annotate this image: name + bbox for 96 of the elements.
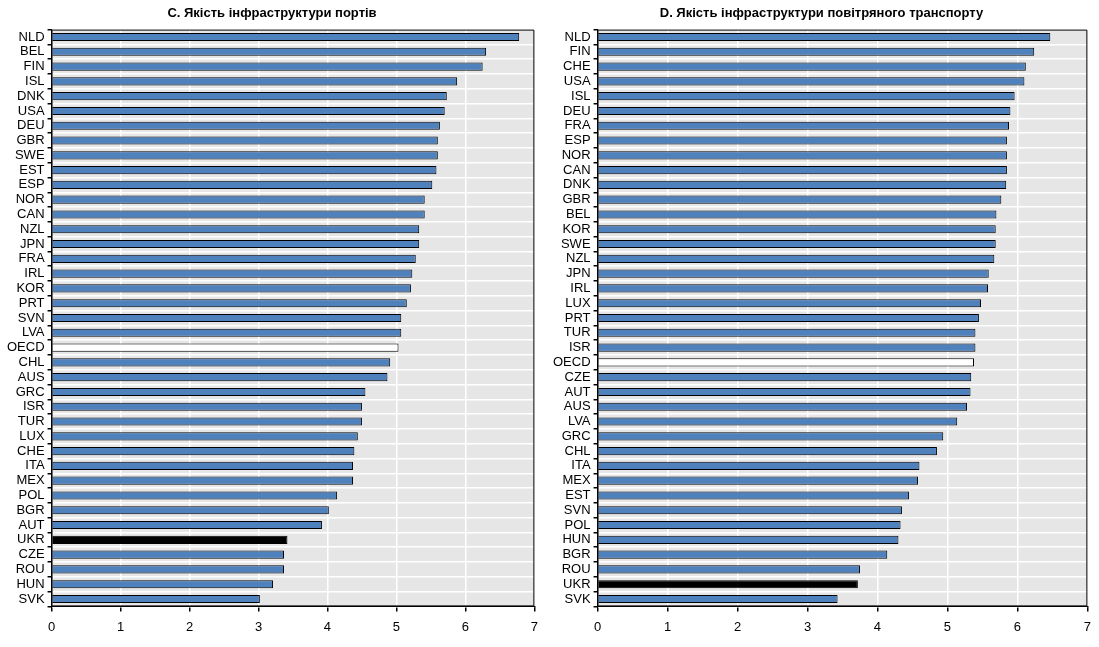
x-tick-label: 3 — [254, 618, 263, 634]
y-tick-label: ITA — [25, 457, 45, 473]
y-tick-label: HUN — [16, 575, 45, 591]
y-tick-label: CAN — [17, 206, 45, 222]
y-tick-label: JPN — [566, 265, 591, 281]
y-tick-label: LVA — [21, 324, 45, 340]
x-tick-label: 7 — [1083, 618, 1091, 634]
y-tick-label: NLD — [564, 28, 591, 44]
y-tick-label: LUX — [565, 294, 591, 310]
x-tick-label: 3 — [803, 618, 812, 634]
y-tick-label: NOR — [561, 146, 591, 162]
y-tick-label: ESP — [564, 132, 591, 148]
x-tick-label: 7 — [530, 618, 538, 634]
chart-title: C. Якість інфраструктури портів — [167, 5, 377, 21]
y-tick-label: SWE — [14, 146, 45, 162]
x-tick-label: 4 — [323, 618, 332, 634]
y-tick-label: SVK — [564, 590, 591, 606]
y-tick-label: UKR — [17, 531, 45, 547]
y-tick-label: FRA — [564, 117, 591, 133]
y-tick-label: GBR — [16, 132, 45, 148]
y-tick-label: AUT — [18, 516, 45, 532]
y-tick-label: NZL — [20, 220, 45, 236]
y-tick-label: NOR — [15, 191, 45, 207]
y-tick-label: CZE — [564, 368, 591, 384]
y-tick-label: IRL — [24, 265, 45, 281]
x-tick-label: 0 — [593, 618, 602, 634]
y-tick-label: ITA — [571, 457, 591, 473]
y-tick-label: MEX — [16, 472, 45, 488]
y-tick-label: GRC — [561, 427, 591, 443]
y-tick-label: CHE — [17, 442, 45, 458]
y-tick-label: ISR — [568, 339, 591, 355]
x-tick-label: 4 — [873, 618, 882, 634]
y-tick-label: HUN — [562, 531, 591, 547]
y-tick-label: ISR — [22, 398, 45, 414]
y-tick-label: CAN — [563, 161, 591, 177]
y-tick-label: AUS — [563, 398, 591, 414]
y-tick-label: DNK — [17, 87, 45, 103]
y-tick-label: IRL — [570, 280, 591, 295]
y-tick-label: KOR — [16, 280, 45, 295]
y-tick-label: MEX — [562, 472, 591, 488]
y-tick-label: FIN — [23, 58, 45, 74]
x-tick-label: 6 — [461, 618, 470, 634]
x-tick-label: 6 — [1013, 618, 1022, 634]
y-tick-label: SVN — [563, 501, 591, 517]
y-tick-label: EST — [19, 161, 45, 177]
y-tick-label: PRT — [18, 294, 45, 310]
y-tick-label: OECD — [7, 339, 45, 355]
x-tick-label: 1 — [116, 618, 125, 634]
y-tick-label: AUS — [17, 368, 45, 384]
y-tick-label: CHL — [18, 353, 45, 369]
y-tick-label: LVA — [567, 413, 591, 429]
y-tick-label: GRC — [15, 383, 45, 399]
y-tick-label: AUT — [564, 383, 591, 399]
y-tick-label: TUR — [563, 324, 591, 340]
y-tick-label: EST — [565, 487, 591, 503]
y-tick-label: KOR — [562, 220, 591, 236]
y-tick-label: CHE — [563, 58, 591, 74]
y-tick-label: JPN — [20, 235, 45, 251]
y-tick-label: FRA — [18, 250, 45, 266]
y-tick-label: OECD — [553, 353, 591, 369]
y-tick-label: NLD — [18, 28, 45, 44]
y-tick-label: CHL — [564, 442, 591, 458]
y-tick-label: BGR — [16, 501, 45, 517]
y-tick-label: ROU — [561, 561, 591, 576]
y-tick-label: DNK — [563, 176, 591, 192]
y-tick-label: POL — [18, 487, 45, 503]
chart-title: D. Якість інфраструктури повітряного транспорту — [659, 5, 985, 21]
y-tick-label: POL — [564, 516, 591, 532]
y-tick-label: GBR — [562, 191, 591, 207]
y-tick-label: UKR — [563, 575, 591, 591]
y-tick-label: BGR — [562, 546, 591, 562]
x-tick-label: 0 — [47, 618, 56, 634]
y-tick-label: BEL — [19, 43, 45, 59]
y-tick-label: USA — [563, 72, 591, 88]
y-tick-label: BEL — [565, 206, 591, 222]
y-tick-label: TUR — [17, 413, 45, 429]
y-tick-label: USA — [17, 102, 45, 118]
y-tick-label: FIN — [569, 43, 591, 59]
y-tick-label: LUX — [19, 427, 45, 443]
y-tick-label: SVK — [18, 590, 45, 606]
y-tick-label: SWE — [560, 235, 591, 251]
x-tick-label: 2 — [185, 618, 194, 634]
x-tick-label: 5 — [943, 618, 952, 634]
x-tick-label: 5 — [392, 618, 401, 634]
y-tick-label: CZE — [18, 546, 45, 562]
y-tick-label: DEU — [17, 117, 45, 133]
x-tick-label: 2 — [733, 618, 742, 634]
x-tick-label: 1 — [663, 618, 672, 634]
y-tick-label: ESP — [18, 176, 45, 192]
y-tick-label: ISL — [25, 72, 45, 88]
y-tick-label: ROU — [15, 561, 45, 576]
y-tick-label: SVN — [17, 309, 45, 325]
y-tick-label: PRT — [564, 309, 591, 325]
y-tick-label: NZL — [566, 250, 591, 266]
y-tick-label: ISL — [571, 87, 591, 103]
y-tick-label: DEU — [563, 102, 591, 118]
